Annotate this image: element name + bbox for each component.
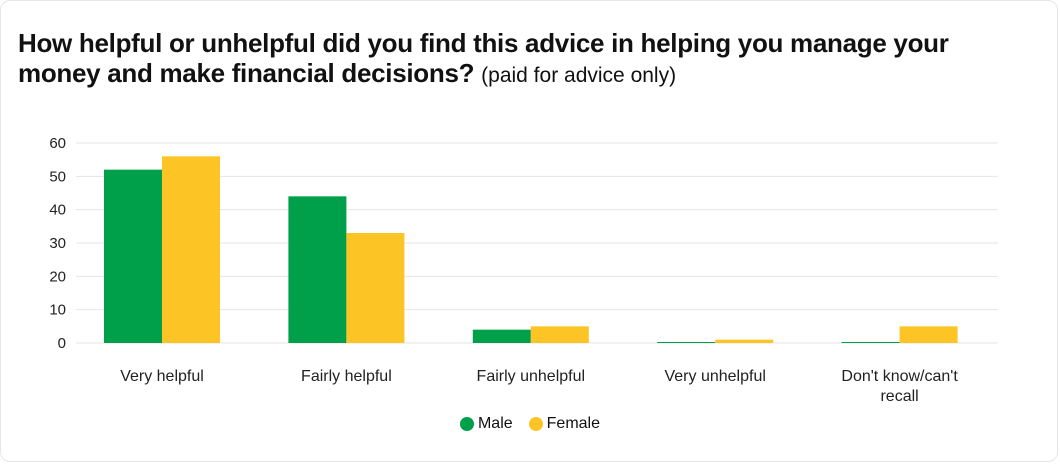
bar-female (715, 339, 774, 343)
y-tick-label: 60 (49, 135, 66, 152)
bar-male (288, 196, 347, 343)
bar-male (657, 342, 716, 343)
x-category-label: Very unhelpful (664, 368, 765, 385)
y-tick-label: 30 (49, 235, 66, 252)
bar-male (841, 342, 900, 343)
y-tick-label: 50 (49, 168, 66, 185)
y-tick-label: 0 (58, 335, 66, 352)
legend-item-female[interactable]: Female (528, 415, 601, 433)
y-tick-label: 10 (49, 302, 66, 319)
legend-label-female: Female (546, 415, 601, 432)
legend-swatch-male (459, 417, 474, 431)
bar-female (346, 233, 405, 343)
x-category-label: Fairly unhelpful (477, 368, 586, 385)
legend-item-male[interactable]: Male (459, 415, 513, 433)
x-category-label: Very helpful (120, 368, 204, 385)
title-main: How helpful or unhelpful did you find th… (18, 28, 949, 88)
x-category-label: Don't know/can't recall (841, 368, 958, 405)
bar-female (162, 156, 220, 343)
legend: Male Female (0, 415, 1060, 433)
y-tick-label: 20 (49, 268, 66, 285)
bar-female (530, 326, 589, 343)
bar-female (899, 326, 958, 343)
bar-male (104, 169, 162, 343)
title-note: (paid for advice only) (481, 64, 677, 87)
legend-label-male: Male (477, 415, 513, 432)
chart-title: How helpful or unhelpful did you find th… (18, 28, 1018, 91)
bar-male (472, 329, 531, 343)
legend-swatch-female (528, 417, 543, 431)
x-category-label: Fairly helpful (301, 368, 392, 385)
y-tick-label: 40 (49, 202, 66, 219)
